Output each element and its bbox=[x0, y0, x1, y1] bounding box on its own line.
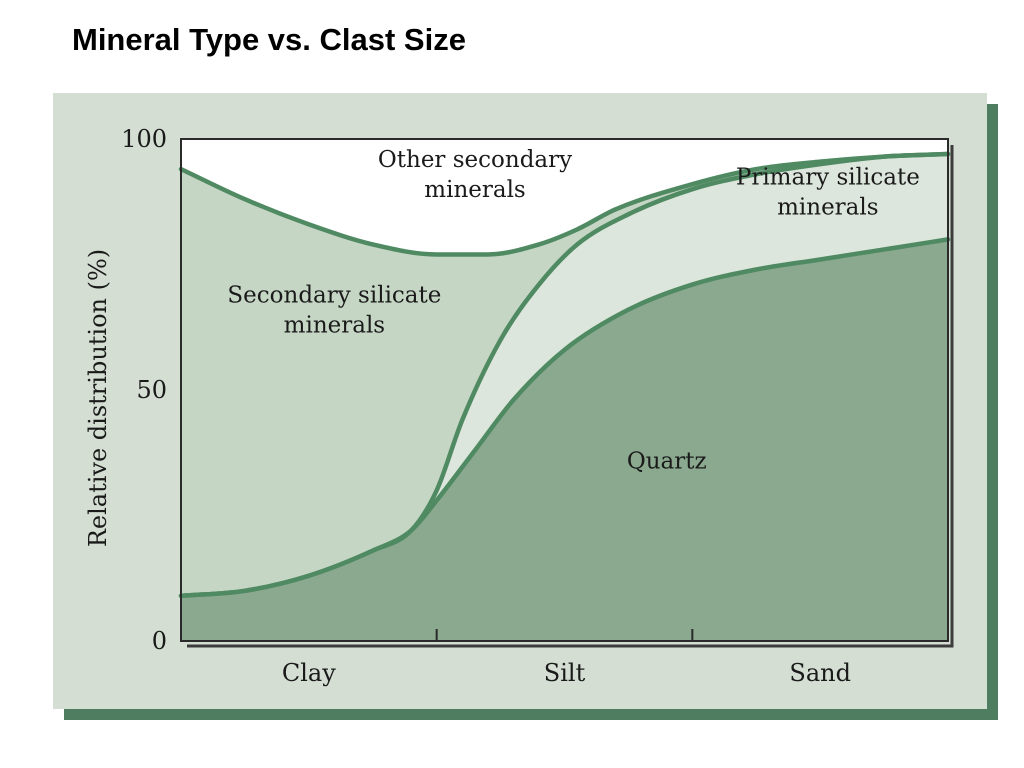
area-layer bbox=[181, 139, 948, 641]
region-label-line: minerals bbox=[424, 177, 525, 203]
region-label-other-secondary-minerals: Other secondary minerals bbox=[378, 147, 572, 203]
region-label-secondary-silicate-minerals: Secondary silicate minerals bbox=[227, 283, 441, 339]
frame-shadow bbox=[187, 145, 954, 648]
y-tick-label: 50 bbox=[136, 376, 167, 404]
axis-layer: 0 50 100 Clay Silt Sand Relative distribution … bbox=[84, 125, 954, 687]
region-label-line: minerals bbox=[777, 195, 878, 221]
region-label-line: Other secondary bbox=[378, 147, 572, 173]
curve-layer bbox=[178, 151, 951, 599]
x-category-label: Silt bbox=[544, 659, 586, 687]
y-tick-label: 0 bbox=[152, 627, 167, 655]
region-label-line: Secondary silicate bbox=[227, 283, 441, 309]
region-label-line: Quartz bbox=[627, 448, 707, 474]
x-category-label: Clay bbox=[282, 659, 336, 687]
region-label-line: Primary silicate bbox=[736, 165, 920, 191]
region-label-quartz: Quartz bbox=[627, 448, 707, 474]
region-label-primary-silicate-minerals: Primary silicate minerals bbox=[736, 165, 920, 221]
plot-frame bbox=[180, 138, 949, 642]
curve-quartz-top bbox=[178, 237, 951, 599]
area-quartz bbox=[181, 239, 948, 641]
x-category-label: Sand bbox=[789, 659, 851, 687]
region-label-line: minerals bbox=[284, 313, 385, 339]
y-tick-label: 100 bbox=[121, 125, 167, 153]
slide-title: Mineral Type vs. Clast Size bbox=[72, 22, 466, 57]
curve-secondary-silicate-top bbox=[178, 151, 951, 257]
y-axis-label: Relative distribution (%) bbox=[84, 249, 112, 547]
